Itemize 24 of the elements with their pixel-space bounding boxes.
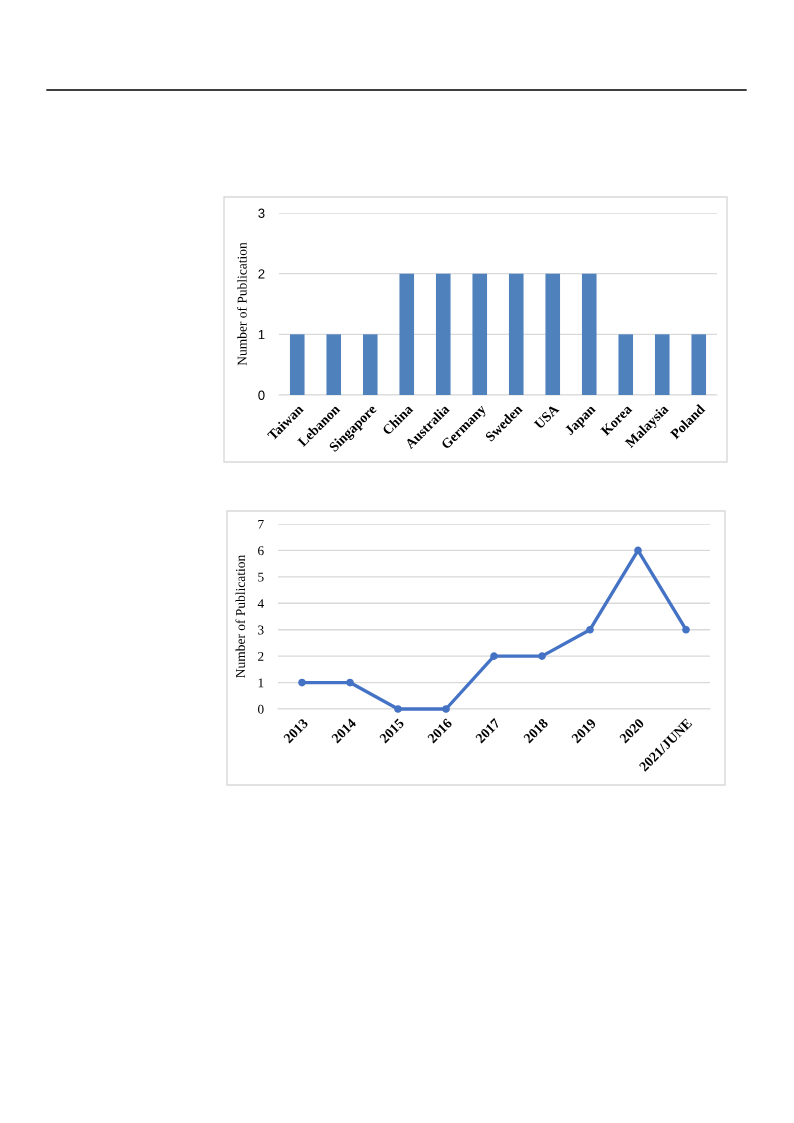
y-tick-label: 0 [258, 704, 264, 714]
y-tick-label: 1 [258, 678, 264, 688]
y-tick-label: 2 [258, 269, 265, 279]
y-axis-title: Number of Publication [237, 242, 247, 366]
y-axis-title: Number of Publication [235, 554, 246, 678]
y-tick-label: 3 [258, 625, 264, 635]
point [298, 678, 306, 687]
point [394, 705, 402, 713]
point [346, 678, 354, 687]
point [634, 546, 642, 555]
y-tick-label: 2 [258, 651, 264, 661]
y-tick-label: 7 [258, 519, 264, 529]
y-tick-label: 6 [258, 546, 264, 556]
point [586, 625, 594, 634]
point [442, 705, 450, 713]
point [682, 625, 690, 634]
y-tick-label: 4 [257, 599, 264, 608]
point [538, 652, 546, 660]
x-tick-label: USA [533, 403, 560, 430]
point [490, 652, 498, 660]
y-tick-label: 5 [258, 572, 264, 582]
y-tick-label: 0 [258, 390, 265, 400]
y-tick-label: 3 [258, 208, 265, 218]
y-tick-label: 1 [258, 330, 265, 340]
